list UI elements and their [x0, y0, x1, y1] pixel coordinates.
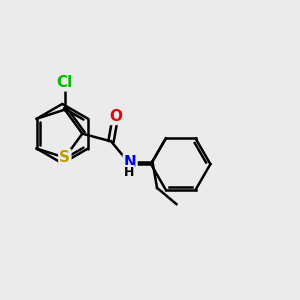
- Text: O: O: [109, 109, 122, 124]
- Text: N: N: [124, 155, 136, 170]
- Text: Cl: Cl: [57, 75, 73, 90]
- Text: H: H: [124, 166, 134, 179]
- Text: S: S: [59, 150, 70, 165]
